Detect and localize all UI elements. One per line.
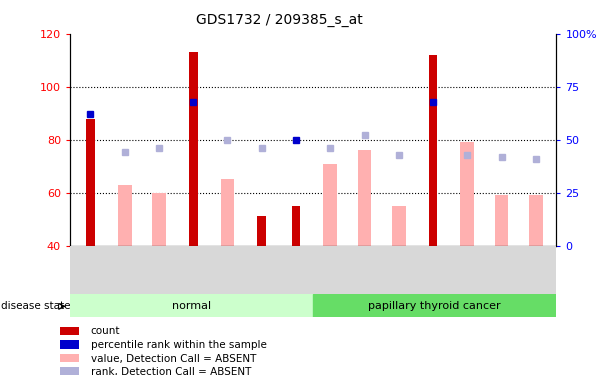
Bar [529,195,542,246]
Bar [358,150,371,246]
Bar [292,206,300,246]
Bar [152,193,166,246]
Text: rank, Detection Call = ABSENT: rank, Detection Call = ABSENT [91,367,251,375]
Bar [323,164,337,246]
Bar [392,206,406,246]
Bar [70,294,313,317]
Bar [221,179,234,246]
Text: papillary thyroid cancer: papillary thyroid cancer [368,301,501,310]
Bar [60,368,79,375]
Bar [495,195,508,246]
Text: count: count [91,327,120,336]
Text: normal: normal [172,301,211,310]
Bar [313,294,556,317]
Bar [118,185,131,246]
Text: value, Detection Call = ABSENT: value, Detection Call = ABSENT [91,354,256,364]
Text: GDS1732 / 209385_s_at: GDS1732 / 209385_s_at [196,13,363,27]
Bar [429,55,437,246]
Bar [60,354,79,362]
Text: percentile rank within the sample: percentile rank within the sample [91,340,266,350]
Bar [257,216,266,246]
Bar [460,142,474,246]
Bar [86,118,95,246]
Bar [60,340,79,349]
Text: disease state: disease state [1,302,71,311]
Bar [189,52,198,246]
Bar [60,327,79,335]
